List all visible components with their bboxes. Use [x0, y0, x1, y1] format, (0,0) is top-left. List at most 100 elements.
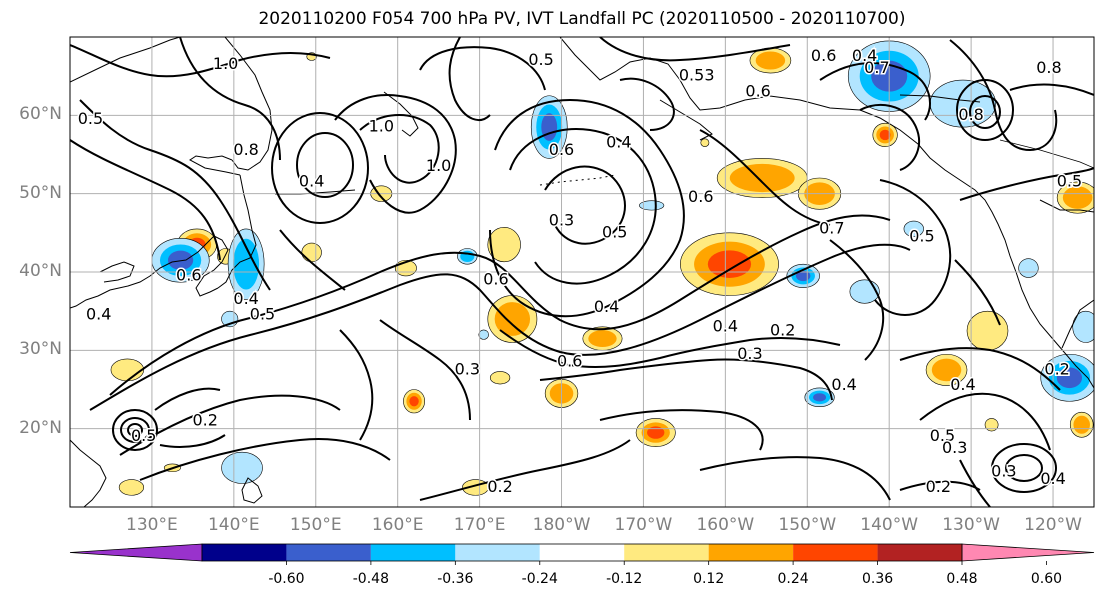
- contour-label: 0.6: [483, 269, 508, 288]
- contour-label: 0.3: [455, 359, 480, 378]
- contour-label: 0.4: [950, 375, 975, 394]
- contour-label: 0.53: [679, 66, 715, 85]
- contour-label: 0.4: [1040, 469, 1065, 488]
- negative-pv-region: [1018, 258, 1039, 278]
- contour-label: 0.4: [606, 132, 631, 151]
- positive-pv-region: [588, 330, 617, 348]
- colorbar-cell: [539, 544, 625, 561]
- contour-labels: 1.0 0.5 0.8 0.4 1.0 1.0 0.6 0.4 0.5 0.4 0.2 0.5 0.5 0…: [76, 45, 1083, 498]
- contour-label: 0.2: [192, 410, 217, 429]
- contour-label: 0.6: [811, 46, 836, 65]
- contour-label: 1.0: [213, 54, 238, 73]
- positive-pv-region: [487, 227, 521, 263]
- negative-pv-region: [1056, 367, 1083, 389]
- colorbar-tick: -0.12: [606, 571, 643, 587]
- colorbar-cell: [793, 544, 878, 561]
- colorbar-tick: 0.36: [861, 571, 894, 587]
- positive-pv-region: [1073, 415, 1090, 434]
- colorbar-extend-low: [69, 543, 203, 562]
- contour-label: 0.5: [602, 222, 627, 241]
- longitude-label: 120°W: [1024, 515, 1082, 535]
- contour-label: 0.4: [852, 46, 877, 65]
- colorbar-cell: [708, 544, 794, 561]
- negative-pv-region: [1072, 310, 1094, 343]
- longitude-label: 170°W: [614, 515, 673, 535]
- colorbar-tick: 0.12: [693, 571, 725, 587]
- map-title: 2020110200 F054 700 hPa PV, IVT Landfall…: [258, 9, 906, 29]
- positive-pv-region: [1062, 186, 1093, 209]
- contour-label: 0.4: [299, 171, 324, 190]
- contour-label: 0.6: [688, 187, 713, 206]
- contour-label: 0.4: [831, 375, 856, 394]
- longitude-label: 160°E: [371, 515, 424, 535]
- contour-label: 0.2: [1044, 359, 1069, 378]
- colorbar-tick: -0.60: [268, 571, 305, 587]
- contour-label: 0.3: [737, 344, 762, 363]
- positive-pv-region: [494, 302, 531, 336]
- latitude-label: 50°N: [19, 182, 62, 203]
- coastlines: [70, 37, 1094, 507]
- colorbar-tick: 0.60: [1030, 571, 1063, 587]
- positive-pv-region: [931, 358, 962, 382]
- longitude-label: 150°E: [289, 515, 342, 535]
- contour-label: 0.7: [864, 58, 889, 77]
- contour-label: 0.3: [942, 438, 967, 457]
- contour-label: 0.2: [770, 320, 795, 339]
- colorbar-tick: -0.24: [521, 571, 558, 587]
- negative-pv-region: [167, 250, 194, 270]
- colorbar-outline: [201, 543, 963, 562]
- contour-label: 0.5: [131, 426, 156, 445]
- positive-pv-region: [755, 51, 786, 70]
- negative-pv-region: [639, 200, 665, 211]
- colorbar-cell: [624, 544, 709, 561]
- colorbar-cell: [202, 544, 287, 561]
- contour-label: 0.8: [1036, 58, 1061, 77]
- contour-label: 0.5: [250, 305, 275, 324]
- positive-pv-region: [700, 138, 710, 147]
- contour-label: 0.4: [86, 305, 111, 324]
- positive-pv-region: [118, 479, 145, 496]
- contour-label: 0.6: [557, 352, 582, 371]
- colorbar-tick: 0.24: [777, 571, 809, 587]
- contour-label: 0.3: [991, 461, 1016, 480]
- contour-label: 0.6: [745, 81, 770, 100]
- contour-label: 0.4: [594, 297, 619, 316]
- contour-label: 0.5: [528, 50, 553, 69]
- longitude-label: 180°W: [532, 515, 591, 535]
- colorbar-cell: [286, 544, 371, 561]
- longitude-label: 130°W: [942, 515, 1000, 535]
- colorbar-cell: [455, 544, 540, 561]
- latitude-label: 60°N: [19, 104, 62, 125]
- contour-label: 0.7: [819, 218, 844, 237]
- latitude-label: 30°N: [19, 339, 62, 360]
- contour-label: 0.8: [958, 105, 983, 124]
- colorbar-tick: 0.48: [946, 571, 978, 587]
- colorbar-extend-high: [961, 543, 1095, 562]
- contour-label: 0.5: [78, 109, 103, 128]
- positive-pv-region: [729, 163, 795, 193]
- contour-label: 0.2: [926, 477, 951, 496]
- colorbar-cell: [877, 544, 962, 561]
- colorbar-cell: [370, 544, 456, 561]
- contour-label: 1.0: [426, 156, 451, 175]
- contour-label: 1.0: [369, 117, 394, 136]
- longitude-label: 140°E: [207, 515, 260, 535]
- positive-pv-region: [409, 396, 419, 407]
- longitude-label: 130°E: [126, 515, 178, 535]
- positive-pv-region: [879, 129, 891, 141]
- negative-pv-region: [813, 393, 827, 402]
- contour-label: 0.4: [713, 316, 738, 335]
- negative-pv-region: [478, 329, 489, 340]
- contour-label: 0.3: [549, 211, 574, 230]
- longitude-label: 150°W: [778, 515, 837, 535]
- pv-contours: [70, 37, 1094, 507]
- positive-pv-region: [647, 426, 665, 439]
- contour-label: 0.5: [909, 226, 934, 245]
- positive-pv-region: [489, 371, 511, 385]
- colorbar-tick: -0.48: [352, 571, 389, 587]
- negative-pv-region: [903, 220, 924, 238]
- colorbar-tick: -0.36: [437, 571, 474, 587]
- latitude-label: 40°N: [19, 261, 62, 281]
